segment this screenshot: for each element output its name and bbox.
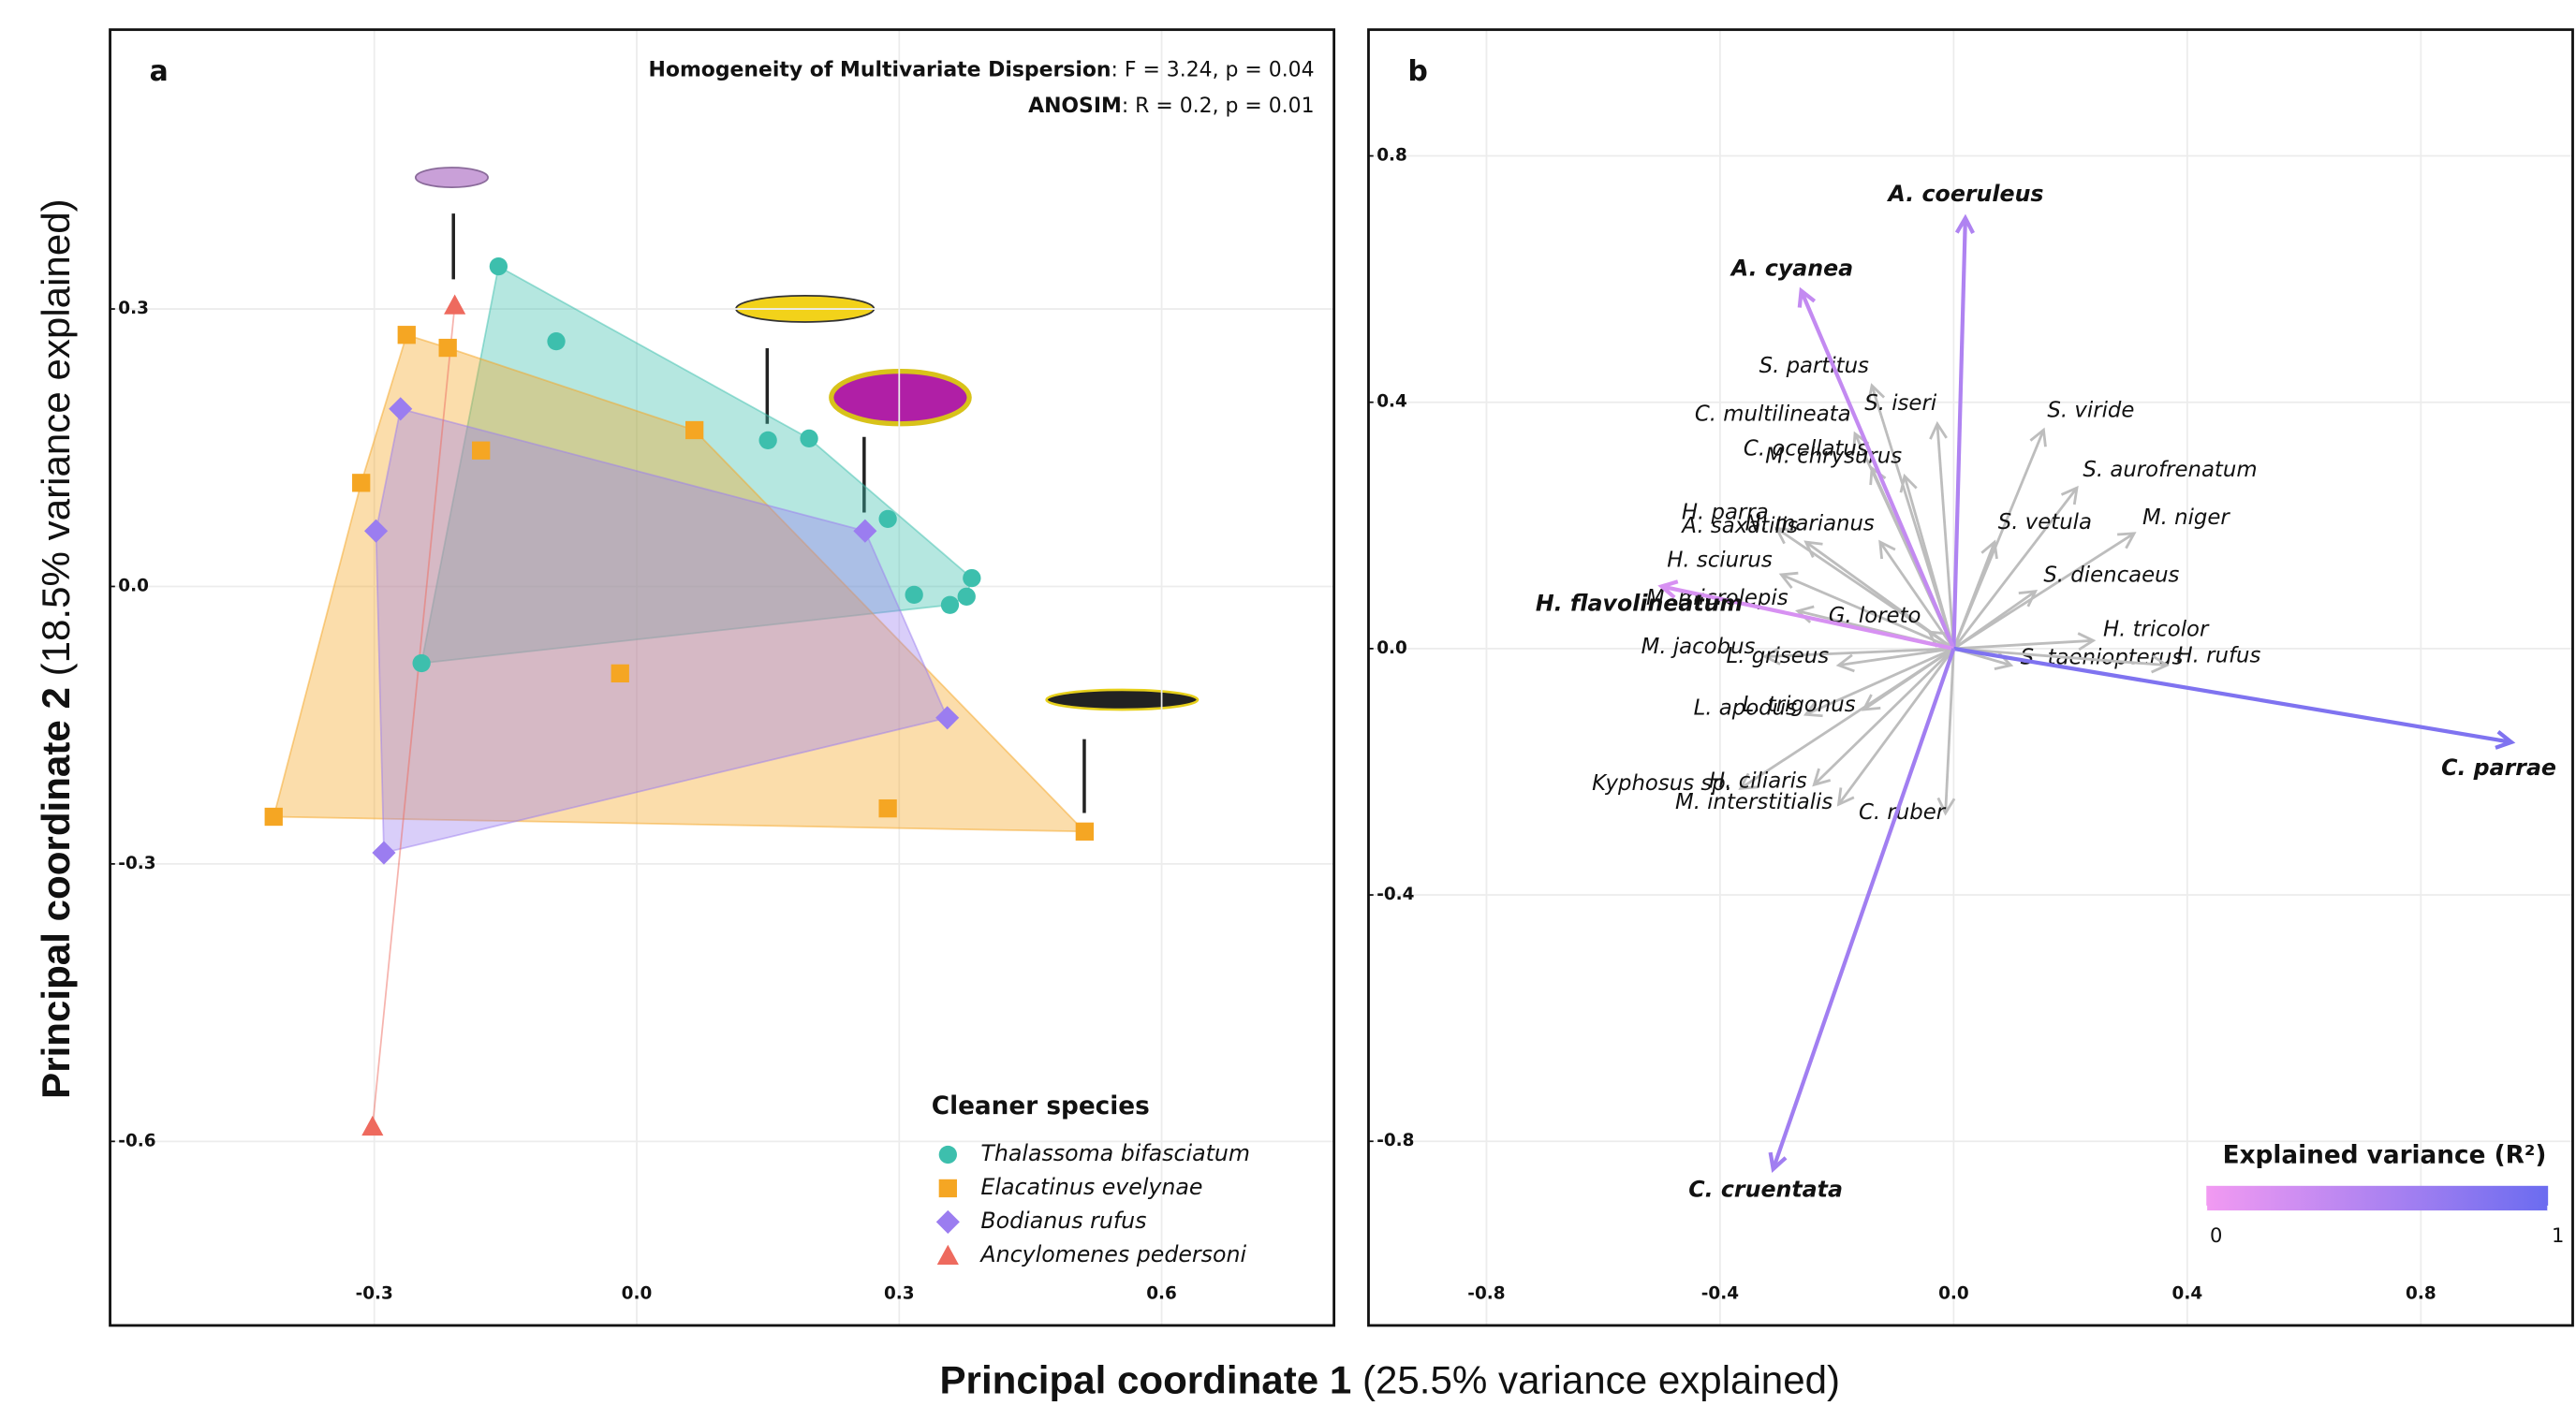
colorbar <box>2206 1186 2548 1210</box>
annotation-text: : R = 0.2, p = 0.01 <box>1122 95 1315 118</box>
legend-marker <box>939 1146 957 1164</box>
point <box>1076 823 1094 841</box>
fish-icon <box>1047 690 1198 710</box>
arrow-label: S. aurofrenatum <box>2083 458 2257 482</box>
y-tick-label: 0.8 <box>1376 146 1407 166</box>
arrow-label: M. niger <box>2142 505 2230 530</box>
x-axis-title-rest: (25.5% variance explained) <box>1362 1357 1840 1401</box>
arrow-label: A. cyanea <box>1730 256 1853 282</box>
other-arrow-head <box>1880 542 1895 559</box>
arrow-label: S. iseri <box>1864 391 1937 416</box>
y-axis-title-bold: Principal coordinate 2 <box>34 687 78 1099</box>
y-axis-title-rest: (18.5% variance explained) <box>34 198 78 676</box>
annotation-text: : F = 3.24, p = 0.04 <box>1111 59 1315 82</box>
annotation-label: Homogeneity of Multivariate Dispersion <box>649 59 1111 82</box>
y-tick-label: -0.3 <box>118 854 155 873</box>
point <box>800 430 817 447</box>
arrow-label: H. tricolor <box>2103 618 2210 642</box>
point <box>958 588 976 606</box>
point <box>611 665 629 682</box>
point <box>413 654 431 672</box>
point <box>490 257 508 275</box>
arrow-label: N. marianus <box>1745 511 1875 535</box>
legend-label: Thalassoma bifasciatum <box>980 1140 1250 1166</box>
point <box>685 421 703 439</box>
arrow-label: H. flavolineatum <box>1536 590 1743 616</box>
arrow-label: A. coeruleus <box>1887 181 2044 207</box>
y-tick-label: -0.8 <box>1376 1131 1414 1150</box>
point <box>878 799 896 817</box>
x-tick-label: 0.8 <box>2406 1284 2436 1304</box>
arrow-label: C. parrae <box>2441 754 2556 781</box>
point <box>444 295 465 315</box>
point <box>547 332 565 350</box>
legend-title: Cleaner species <box>932 1092 1150 1120</box>
arrow-label: S. viride <box>2047 399 2134 423</box>
arrow-label: S. vetula <box>1998 510 2092 535</box>
arrow-label: M. interstitialis <box>1675 790 1833 814</box>
arrow-label: C. cruentata <box>1688 1177 1843 1203</box>
annotation-label: ANOSIM <box>1028 95 1122 118</box>
fish-icon <box>832 372 969 424</box>
colorbar-title: Explained variance (R²) <box>2223 1142 2547 1170</box>
colorbar-tick-label: 0 <box>2210 1223 2222 1247</box>
point <box>398 326 416 344</box>
arrow <box>1774 649 1954 1169</box>
arrow-label: C. multilineata <box>1695 403 1851 427</box>
arrow-label: M. chrysurus <box>1765 445 1902 469</box>
x-tick-label: -0.8 <box>1467 1284 1505 1304</box>
arrow-label: H. rufus <box>2177 643 2261 667</box>
figure: Principal coordinate 1 (25.5% variance e… <box>0 0 2576 1406</box>
legend-label: Bodianus rufus <box>980 1208 1146 1234</box>
other-arrow <box>1839 649 1954 804</box>
y-tick-label: 0.4 <box>1376 392 1407 412</box>
legend-marker <box>936 1210 960 1234</box>
y-tick-label: 0.0 <box>1376 638 1407 658</box>
x-tick-label: -0.4 <box>1701 1284 1739 1304</box>
other-arrow <box>1953 542 1995 649</box>
annotation: Homogeneity of Multivariate Dispersion: … <box>649 59 1315 82</box>
arrow-label: H. sciurus <box>1667 549 1773 573</box>
point <box>361 1116 383 1135</box>
point <box>265 808 283 826</box>
arrow-label: S. partitus <box>1759 354 1869 378</box>
point <box>439 339 457 357</box>
y-tick-label: -0.4 <box>1376 885 1414 904</box>
arrow-label: C. ruber <box>1859 800 1947 825</box>
x-tick-label: 0.4 <box>2172 1284 2203 1304</box>
x-axis-title-bold: Principal coordinate 1 <box>939 1357 1351 1401</box>
legend-label: Ancylomenes pedersoni <box>979 1241 1246 1267</box>
point <box>963 569 980 587</box>
annotation: ANOSIM: R = 0.2, p = 0.01 <box>1028 95 1314 118</box>
point <box>472 442 490 460</box>
x-tick-label: 0.6 <box>1146 1284 1177 1304</box>
arrow-label: L. trigonus <box>1743 693 1856 717</box>
point <box>941 596 959 614</box>
x-axis-title: Principal coordinate 1 (25.5% variance e… <box>939 1357 1840 1401</box>
panel-label: a <box>150 55 169 88</box>
y-tick-label: 0.0 <box>118 576 149 595</box>
legend-label: Elacatinus evelynae <box>980 1174 1202 1200</box>
shrimp-icon <box>416 168 488 187</box>
legend-marker <box>939 1179 957 1197</box>
other-arrow-head <box>2117 534 2134 549</box>
x-tick-label: 0.0 <box>1938 1284 1969 1304</box>
legend-marker <box>937 1245 959 1265</box>
y-tick-label: 0.3 <box>118 299 149 318</box>
arrow-label: S. diencaeus <box>2043 564 2179 588</box>
point <box>758 432 776 449</box>
x-tick-label: 0.3 <box>884 1284 915 1304</box>
colorbar-tick-label: 1 <box>2552 1223 2564 1247</box>
panel-label: b <box>1408 55 1428 88</box>
point <box>905 586 923 604</box>
y-tick-label: -0.6 <box>118 1131 155 1150</box>
x-tick-label: 0.0 <box>622 1284 653 1304</box>
arrow <box>1953 218 1965 649</box>
point <box>878 510 896 528</box>
point <box>352 474 370 491</box>
y-axis-title: Principal coordinate 2 (18.5% variance e… <box>34 198 78 1099</box>
x-tick-label: -0.3 <box>356 1284 393 1304</box>
arrow-label: L. griseus <box>1727 644 1830 668</box>
arrow-label: S. taeniopterus <box>2021 646 2184 670</box>
